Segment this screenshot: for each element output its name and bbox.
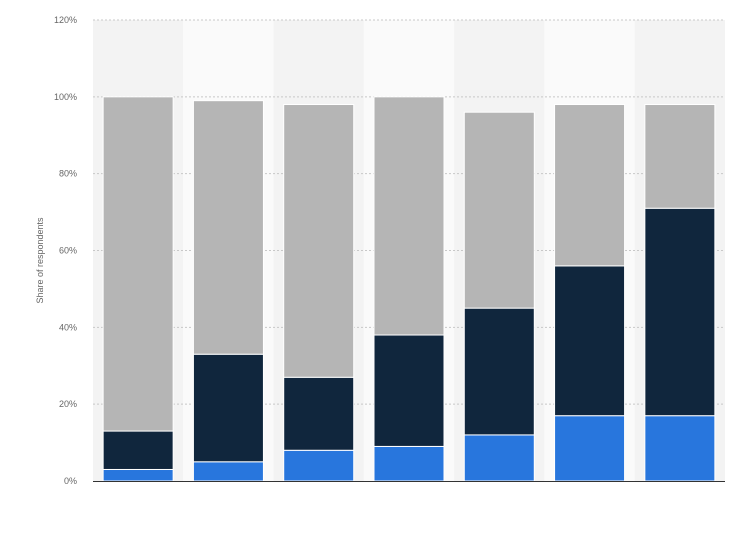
bar-segment — [373, 96, 445, 336]
bar-segment — [283, 376, 355, 451]
bar-segment — [463, 307, 535, 436]
bar-segment — [192, 353, 264, 463]
y-tick-label: 40% — [59, 322, 77, 332]
bar-segment — [554, 104, 626, 267]
y-tick-label: 20% — [59, 399, 77, 409]
bar-segment — [192, 461, 264, 482]
bar-segment — [102, 96, 174, 432]
bar-segment — [463, 434, 535, 482]
bar-segment — [554, 415, 626, 482]
bar-segment — [283, 104, 355, 378]
bar-segment — [373, 334, 445, 447]
bar-segment — [102, 468, 174, 482]
bar-segment — [463, 111, 535, 309]
bar-segment — [373, 445, 445, 482]
y-tick-label: 0% — [64, 476, 77, 486]
y-tick-label: 80% — [59, 169, 77, 179]
y-axis-title: Share of respondents — [35, 217, 45, 304]
bar-segment — [644, 415, 716, 482]
bar-segment — [102, 430, 174, 470]
y-axis-ticks: 0% 20% 40% 60% 80% 100% 120% — [54, 15, 77, 486]
bar-segment — [554, 265, 626, 417]
bar-segment — [644, 104, 716, 209]
bar-segment — [283, 449, 355, 482]
y-tick-label: 60% — [59, 246, 77, 256]
y-tick-label: 120% — [54, 15, 77, 25]
bar-segment — [644, 207, 716, 417]
y-tick-label: 100% — [54, 92, 77, 102]
bar-segment — [192, 100, 264, 355]
bars — [102, 96, 716, 482]
